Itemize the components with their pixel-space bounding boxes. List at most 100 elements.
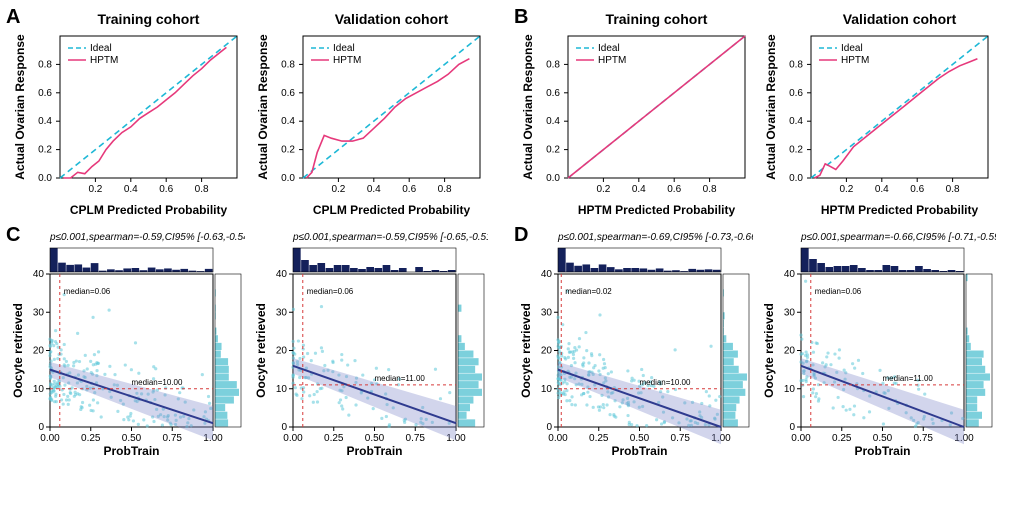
svg-text:0.50: 0.50 <box>630 433 650 444</box>
svg-text:ProbTrain: ProbTrain <box>346 444 402 458</box>
svg-text:0: 0 <box>281 422 287 433</box>
svg-text:40: 40 <box>33 269 45 280</box>
svg-text:0.4: 0.4 <box>281 116 295 127</box>
svg-text:0.8: 0.8 <box>703 184 717 195</box>
svg-text:0.2: 0.2 <box>546 145 560 156</box>
calib-chart: Validation cohort0.20.40.60.80.00.20.40.… <box>761 10 996 220</box>
svg-text:CPLM Predicted Probability: CPLM Predicted Probability <box>313 203 471 217</box>
svg-text:median=0.02: median=0.02 <box>565 287 612 296</box>
svg-text:0.25: 0.25 <box>832 433 852 444</box>
calib-chart: Training cohort0.20.40.60.80.00.20.40.60… <box>10 10 245 220</box>
svg-text:median=0.06: median=0.06 <box>64 287 111 296</box>
panel-letter-b: B <box>514 6 528 29</box>
svg-text:0.25: 0.25 <box>589 433 609 444</box>
svg-text:0.50: 0.50 <box>365 433 385 444</box>
svg-text:0.75: 0.75 <box>163 433 183 444</box>
scatter-chart: p≤0.001,spearman=-0.59,CI95% [-0.63,-0.5… <box>10 228 245 463</box>
svg-text:Ideal: Ideal <box>90 43 112 54</box>
svg-text:10: 10 <box>541 384 553 395</box>
svg-text:HPTM Predicted Probability: HPTM Predicted Probability <box>578 203 736 217</box>
svg-text:0.6: 0.6 <box>281 88 295 99</box>
svg-text:0.2: 0.2 <box>839 184 853 195</box>
svg-text:0.2: 0.2 <box>596 184 610 195</box>
svg-text:Actual Ovarian Response: Actual Ovarian Response <box>521 34 535 180</box>
svg-text:0.4: 0.4 <box>546 116 560 127</box>
svg-text:ProbTrain: ProbTrain <box>854 444 910 458</box>
svg-text:0.6: 0.6 <box>546 88 560 99</box>
svg-text:HPTM: HPTM <box>598 55 626 66</box>
svg-text:HPTM: HPTM <box>841 55 869 66</box>
svg-text:median=0.06: median=0.06 <box>815 287 862 296</box>
svg-text:0.00: 0.00 <box>791 433 811 444</box>
panel-c-validation: p≤0.001,spearman=-0.59,CI95% [-0.65,-0.5… <box>253 228 488 463</box>
svg-text:0.2: 0.2 <box>38 145 52 156</box>
svg-text:10: 10 <box>33 384 45 395</box>
svg-text:20: 20 <box>784 346 796 357</box>
svg-text:Oocyte retrieved: Oocyte retrieved <box>519 303 533 398</box>
panel-c: C p≤0.001,spearman=-0.59,CI95% [-0.63,-0… <box>10 228 502 463</box>
svg-text:0.00: 0.00 <box>283 433 303 444</box>
svg-text:0.8: 0.8 <box>438 184 452 195</box>
svg-text:median=10.00: median=10.00 <box>132 378 183 387</box>
panel-b-validation: Validation cohort0.20.40.60.80.00.20.40.… <box>761 10 996 220</box>
svg-text:Validation cohort: Validation cohort <box>335 11 449 27</box>
svg-text:Actual Ovarian Response: Actual Ovarian Response <box>256 34 270 180</box>
svg-text:0.6: 0.6 <box>789 88 803 99</box>
svg-text:0.8: 0.8 <box>946 184 960 195</box>
svg-text:0.8: 0.8 <box>195 184 209 195</box>
svg-text:0.00: 0.00 <box>548 433 568 444</box>
figure-grid: A Training cohort0.20.40.60.80.00.20.40.… <box>10 10 1010 463</box>
calib-chart: Validation cohort0.20.40.60.80.00.20.40.… <box>253 10 488 220</box>
panel-a-training: A Training cohort0.20.40.60.80.00.20.40.… <box>10 10 245 220</box>
svg-text:0.4: 0.4 <box>875 184 889 195</box>
svg-text:0.4: 0.4 <box>632 184 646 195</box>
svg-text:ProbTrain: ProbTrain <box>103 444 159 458</box>
svg-text:40: 40 <box>784 269 796 280</box>
svg-text:0.75: 0.75 <box>406 433 426 444</box>
svg-text:0.25: 0.25 <box>324 433 344 444</box>
svg-text:0.2: 0.2 <box>88 184 102 195</box>
svg-text:median=0.06: median=0.06 <box>307 287 354 296</box>
svg-text:0.6: 0.6 <box>159 184 173 195</box>
svg-text:0.2: 0.2 <box>789 145 803 156</box>
svg-text:10: 10 <box>276 384 288 395</box>
svg-text:40: 40 <box>276 269 288 280</box>
svg-text:0.8: 0.8 <box>546 59 560 70</box>
svg-text:0.0: 0.0 <box>38 173 52 184</box>
scatter-chart: p≤0.001,spearman=-0.66,CI95% [-0.71,-0.5… <box>761 228 996 463</box>
svg-text:10: 10 <box>784 384 796 395</box>
svg-text:0.4: 0.4 <box>367 184 381 195</box>
svg-text:CPLM Predicted Probability: CPLM Predicted Probability <box>70 203 228 217</box>
svg-text:Ideal: Ideal <box>841 43 863 54</box>
panel-c-training: C p≤0.001,spearman=-0.59,CI95% [-0.63,-0… <box>10 228 245 463</box>
panel-letter-c: C <box>6 224 20 247</box>
panel-a: A Training cohort0.20.40.60.80.00.20.40.… <box>10 10 502 220</box>
panel-b: B Training cohort0.20.40.60.80.00.20.40.… <box>518 10 1010 220</box>
svg-text:p≤0.001,spearman=-0.69,CI95% [: p≤0.001,spearman=-0.69,CI95% [-0.73,-0.6… <box>557 232 753 243</box>
panel-d-training: D p≤0.001,spearman=-0.69,CI95% [-0.73,-0… <box>518 228 753 463</box>
svg-text:30: 30 <box>33 307 45 318</box>
svg-text:0.75: 0.75 <box>914 433 934 444</box>
svg-text:0.6: 0.6 <box>402 184 416 195</box>
svg-text:30: 30 <box>784 307 796 318</box>
svg-text:0: 0 <box>38 422 44 433</box>
svg-text:ProbTrain: ProbTrain <box>611 444 667 458</box>
panel-b-training: B Training cohort0.20.40.60.80.00.20.40.… <box>518 10 753 220</box>
svg-text:p≤0.001,spearman=-0.59,CI95% [: p≤0.001,spearman=-0.59,CI95% [-0.65,-0.5… <box>292 232 488 243</box>
svg-text:Validation cohort: Validation cohort <box>843 11 957 27</box>
svg-text:0.6: 0.6 <box>38 88 52 99</box>
panel-letter-a: A <box>6 6 20 29</box>
panel-letter-d: D <box>514 224 528 247</box>
svg-text:Ideal: Ideal <box>598 43 620 54</box>
svg-text:Actual Ovarian Response: Actual Ovarian Response <box>13 34 27 180</box>
svg-text:0.4: 0.4 <box>124 184 138 195</box>
svg-text:0.8: 0.8 <box>789 59 803 70</box>
svg-text:Ideal: Ideal <box>333 43 355 54</box>
svg-text:Actual Ovarian Response: Actual Ovarian Response <box>764 34 778 180</box>
svg-text:p≤0.001,spearman=-0.66,CI95% [: p≤0.001,spearman=-0.66,CI95% [-0.71,-0.5… <box>800 232 996 243</box>
svg-text:Training cohort: Training cohort <box>98 11 200 27</box>
svg-text:0.6: 0.6 <box>667 184 681 195</box>
svg-text:HPTM Predicted Probability: HPTM Predicted Probability <box>821 203 979 217</box>
svg-text:0.2: 0.2 <box>281 145 295 156</box>
svg-text:p≤0.001,spearman=-0.59,CI95% [: p≤0.001,spearman=-0.59,CI95% [-0.63,-0.5… <box>49 232 245 243</box>
